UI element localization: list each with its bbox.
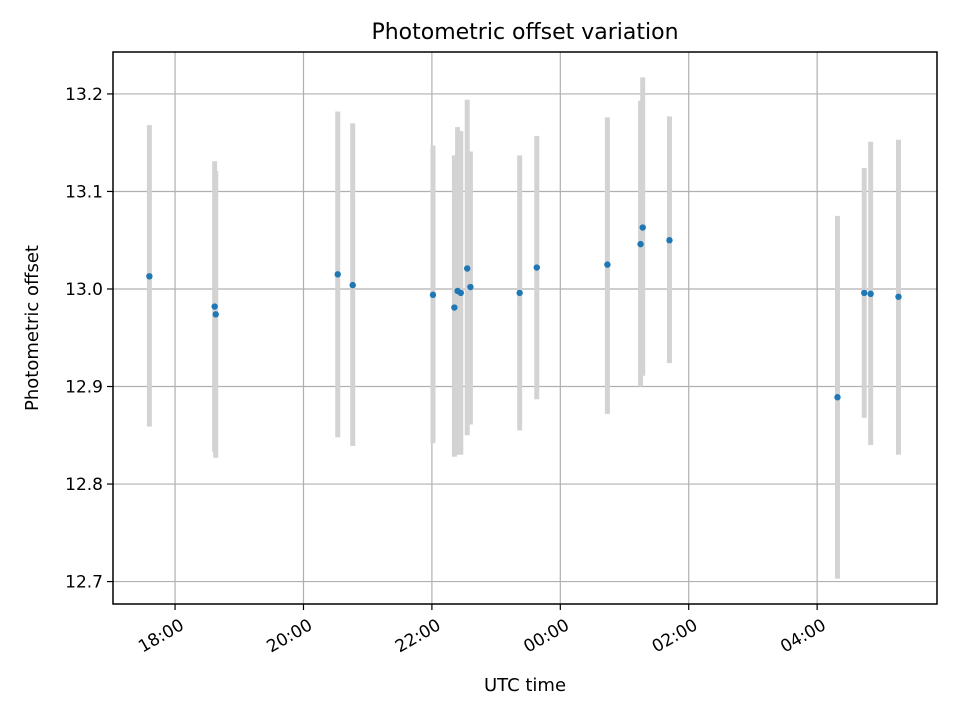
tick-layer: 18:00 20:00 22:00 00:00 02:00 04:00 12.7 12.8 12… [65,85,830,657]
data-point-11 [516,289,523,297]
x-tick-label-02-00: 02:00 [649,615,701,657]
y-tick-label-13: 13.0 [65,280,103,300]
data-point-16 [666,237,673,244]
grid-layer [113,52,937,604]
data-point-20 [895,293,902,300]
x-tick-label-18-00: 18:00 [135,615,187,657]
data-point-3 [334,271,341,278]
x-axis-label: UTC time [484,675,566,696]
errorbar-layer [146,77,901,579]
data-point-19 [867,290,874,298]
data-point-2 [212,311,219,318]
data-point-13 [604,261,611,268]
point-layer [146,224,902,401]
data-point-1 [211,303,218,310]
y-tick-label-13-1: 13.1 [65,182,103,202]
data-point-18 [861,289,868,297]
data-point-17 [834,394,841,401]
x-tick-label-22-00: 22:00 [392,615,444,657]
y-tick-label-12-8: 12.8 [65,475,103,495]
y-tick-label-12-7: 12.7 [65,573,103,593]
data-point-8 [457,289,464,297]
x-tick-label-00-00: 00:00 [520,615,572,657]
data-point-10 [467,283,474,291]
data-point-6 [451,304,458,311]
data-point-9 [464,265,471,272]
chart-title: Photometric offset variation [371,20,678,45]
data-point-4 [349,281,356,289]
x-tick-label-20-00: 20:00 [264,615,316,657]
data-point-0 [146,273,153,280]
data-point-5 [429,291,437,299]
data-point-15 [639,224,646,231]
y-tick-label-12-9: 12.9 [65,378,103,398]
y-axis-label: Photometric offset [22,245,43,411]
plot-frame [112,51,938,605]
y-tick-label-13-2: 13.2 [65,85,103,105]
x-tick-label-04-00: 04:00 [777,615,829,657]
data-point-14 [637,240,644,248]
data-point-12 [533,264,540,271]
